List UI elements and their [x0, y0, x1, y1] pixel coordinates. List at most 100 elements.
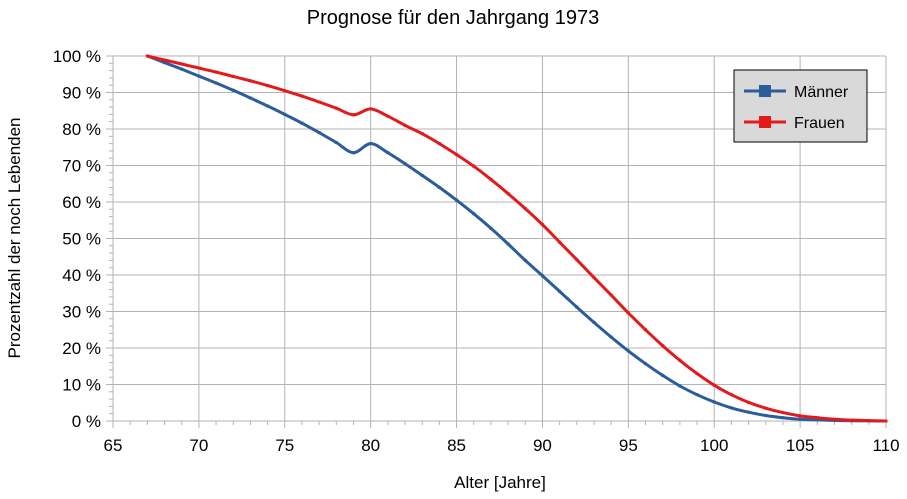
data-point	[386, 151, 390, 155]
data-point	[386, 114, 390, 118]
data-point	[334, 141, 338, 144]
data-point	[678, 358, 682, 362]
data-point	[798, 414, 802, 418]
data-point	[884, 419, 888, 423]
y-tick-label: 0 %	[72, 412, 101, 431]
data-point	[523, 258, 527, 262]
data-point	[850, 418, 854, 422]
data-point	[231, 88, 235, 92]
data-point	[300, 94, 304, 98]
y-tick-label: 20 %	[62, 339, 101, 358]
x-tick-label: 75	[275, 436, 294, 455]
x-axis-label: Alter [Jahre]	[454, 473, 546, 492]
y-tick-label: 40 %	[62, 266, 101, 285]
data-point	[592, 276, 596, 280]
legend-swatch-marker	[759, 116, 771, 128]
legend-label: Männer	[794, 84, 849, 101]
data-point	[712, 383, 716, 387]
y-tick-label: 100 %	[53, 47, 101, 66]
x-tick-label: 70	[189, 436, 208, 455]
y-tick-label: 10 %	[62, 376, 101, 395]
legend-swatch-marker	[759, 85, 771, 97]
data-point	[283, 112, 287, 116]
data-point	[214, 81, 218, 85]
data-point	[506, 242, 510, 246]
y-tick-label: 90 %	[62, 84, 101, 103]
data-point	[764, 406, 768, 410]
data-point	[266, 104, 270, 108]
data-point	[248, 79, 252, 83]
data-point	[609, 335, 613, 339]
data-point	[352, 113, 355, 117]
data-point	[163, 61, 166, 65]
series-maenner	[145, 54, 888, 423]
x-tick-label: 90	[533, 436, 552, 455]
data-point	[300, 121, 304, 125]
data-point	[420, 132, 424, 136]
legend-label: Frauen	[794, 115, 845, 132]
data-point	[455, 153, 459, 157]
data-point	[145, 54, 149, 58]
data-point	[506, 192, 510, 196]
data-point	[523, 207, 527, 211]
data-point	[712, 400, 716, 404]
data-point	[180, 67, 184, 71]
data-point	[764, 414, 768, 417]
data-point	[437, 142, 441, 146]
y-tick-label: 50 %	[62, 230, 101, 249]
data-point	[592, 320, 596, 324]
data-point	[815, 418, 819, 422]
data-point	[575, 305, 579, 309]
data-point	[472, 212, 476, 216]
data-point	[747, 410, 751, 414]
data-point	[729, 406, 733, 410]
y-tick-label: 30 %	[62, 303, 101, 322]
data-point	[214, 70, 218, 74]
data-point	[266, 84, 270, 88]
series-group	[145, 54, 888, 423]
data-point	[781, 416, 785, 420]
data-point	[197, 74, 201, 78]
x-tick-label: 100	[700, 436, 728, 455]
data-point	[489, 177, 493, 181]
data-point	[283, 89, 287, 93]
data-point	[695, 393, 699, 397]
data-point	[747, 400, 751, 404]
x-tick-label: 110	[872, 436, 899, 455]
data-point	[798, 417, 802, 421]
x-tick-label: 95	[619, 436, 638, 455]
y-tick-label: 70 %	[62, 157, 101, 176]
data-point	[420, 173, 424, 177]
data-point	[815, 416, 819, 420]
data-point	[231, 74, 235, 78]
data-point	[317, 131, 321, 135]
data-point	[163, 58, 166, 62]
data-point	[661, 373, 665, 377]
tick-labels: 65 70 75 80 85 90 95 100 105 110 0 % 10 % 20 % 30 % 40…	[53, 47, 900, 455]
x-tick-label: 65	[104, 436, 123, 455]
data-point	[180, 62, 184, 66]
x-tick-label: 85	[447, 436, 466, 455]
data-point	[609, 293, 613, 297]
data-point	[437, 185, 441, 189]
data-point	[369, 107, 373, 111]
data-point	[729, 393, 733, 397]
data-point	[833, 417, 836, 421]
data-point	[678, 384, 682, 388]
data-point	[455, 198, 459, 202]
data-point	[626, 349, 630, 353]
y-axis-label: Prozentzahl der noch Lebenden	[5, 117, 24, 358]
data-point	[781, 411, 785, 415]
data-point	[558, 289, 562, 293]
data-point	[352, 151, 355, 155]
data-point	[472, 164, 476, 168]
legend: Männer Frauen	[733, 69, 868, 143]
x-tick-label: 80	[361, 436, 380, 455]
data-point	[540, 223, 544, 227]
data-point	[558, 240, 562, 244]
data-point	[197, 66, 201, 70]
data-point	[248, 96, 252, 100]
data-point	[540, 274, 544, 278]
data-point	[626, 311, 630, 315]
